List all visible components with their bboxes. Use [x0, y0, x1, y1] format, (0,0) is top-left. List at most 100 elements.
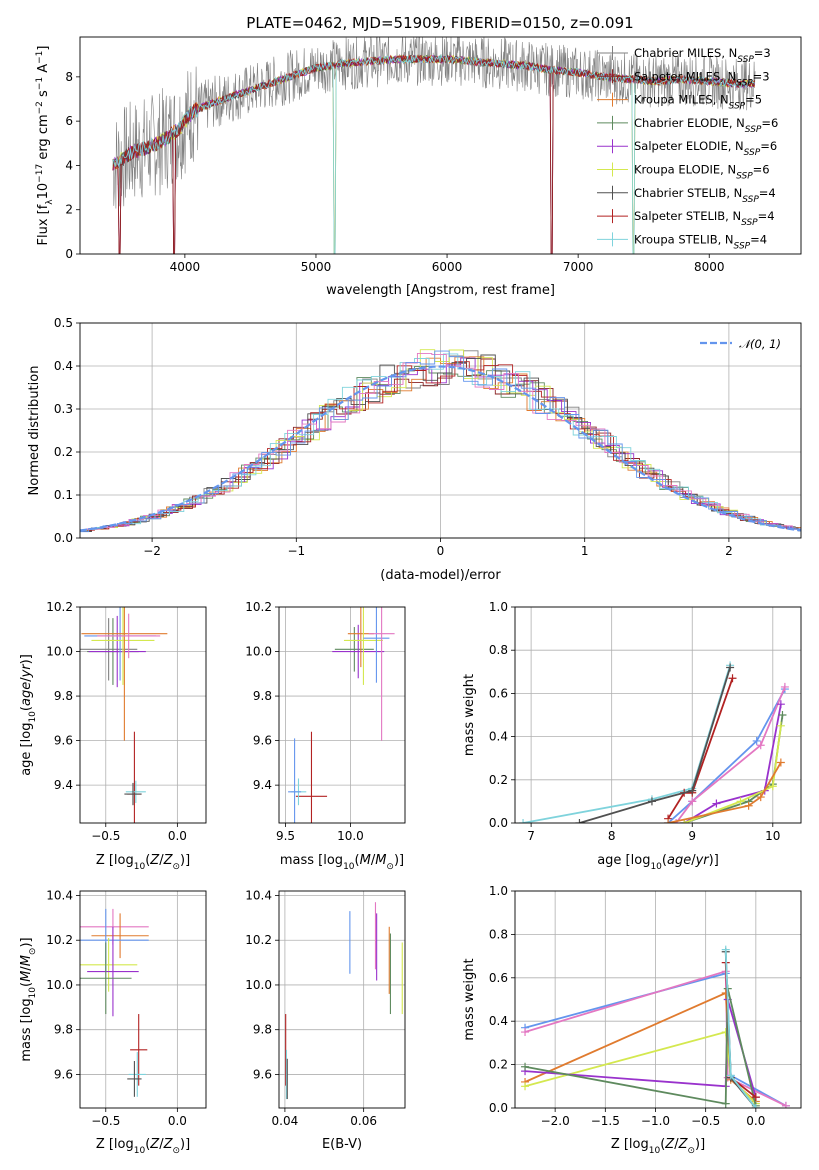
legend-label: Kroupa MILES, NSSP=5 — [634, 93, 762, 112]
weight-marker — [672, 819, 681, 823]
x-tick-label: 0.0 — [168, 829, 187, 843]
spectrum-plot: 4000 5000 6000 7000 8000 0 2 4 6 8 wavelength [Ang… — [35, 36, 802, 298]
x-tick-label: −0.5 — [91, 1114, 120, 1128]
x-tick-label: −0.5 — [691, 1114, 720, 1128]
mass-vs-metallicity-plot: −0.5 0.0 9.6 9.8 10.0 10.2 10.4 Z [log10(Z/Z⊙)]… — [19, 888, 207, 1156]
spectrum-line-kroupa-stelib — [112, 53, 755, 254]
x-tick-label: 6000 — [432, 260, 463, 274]
y-axis-label: mass weight — [462, 958, 477, 1040]
weight-marker — [726, 1071, 735, 1080]
y-axis-label: Flux [fλ10−17 erg cm−2 s−1 A−1] — [35, 46, 55, 246]
weight-marker — [756, 741, 765, 750]
y-tick-label: 0.6 — [489, 971, 508, 985]
y-tick-label: 10.4 — [245, 888, 272, 902]
weight-line — [667, 688, 786, 823]
age-vs-metallicity-plot: −0.5 0.0 9.4 9.6 9.8 10.0 10.2 Z [log10(Z/Z⊙)] a… — [19, 600, 207, 872]
figure-title: PLATE=0462, MJD=51909, FIBERID=0150, z=0… — [246, 14, 633, 32]
y-axis-label: Normed distribution — [27, 366, 42, 496]
y-tick-label: 10.0 — [245, 978, 272, 992]
weight-line — [579, 667, 731, 823]
y-tick-label: 6 — [65, 114, 73, 128]
x-axis-label: wavelength [Angstrom, rest frame] — [326, 283, 555, 298]
histogram-step — [80, 350, 801, 533]
weight-marker — [726, 663, 735, 672]
y-tick-label: 10.2 — [46, 933, 73, 947]
y-tick-label: 0.4 — [489, 1014, 508, 1028]
axes-frame — [79, 890, 207, 1109]
age-vs-mass-plot: 9.5 10.0 9.4 9.6 9.8 10.0 10.2 mass [log10(M/M⊙… — [245, 600, 406, 872]
plot-area — [112, 37, 756, 254]
weight-marker — [521, 1062, 530, 1071]
y-tick-label: 0.2 — [489, 773, 508, 787]
weight-marker — [778, 711, 787, 719]
weight-marker — [728, 674, 737, 683]
x-tick-label: 0.0 — [168, 1114, 187, 1128]
y-tick-label: 0.0 — [489, 1101, 508, 1115]
y-tick-label: 9.6 — [54, 1067, 73, 1081]
y-tick-label: 0.0 — [54, 531, 73, 545]
x-tick-label: −2.0 — [541, 1114, 570, 1128]
axes-frame — [514, 606, 802, 824]
legend-label: Salpeter MILES, NSSP=3 — [634, 69, 770, 88]
y-tick-label: 0.6 — [489, 686, 508, 700]
plot-area — [80, 908, 149, 1097]
x-axis-label: (data-model)/error — [380, 568, 501, 583]
x-tick-label: −1.5 — [591, 1114, 620, 1128]
weight-marker — [721, 1099, 730, 1108]
y-tick-label: 9.8 — [54, 1023, 73, 1037]
x-tick-label: −1.0 — [641, 1114, 670, 1128]
y-tick-label: 4 — [65, 158, 73, 172]
plot-area — [521, 945, 790, 1108]
x-tick-label: 0.0 — [746, 1114, 765, 1128]
y-axis-label: age [log10(age/yr)] — [19, 654, 38, 776]
plot-area — [288, 607, 395, 823]
weight-line — [524, 999, 757, 1098]
spectrum-line-salpeter-miles — [112, 54, 755, 254]
x-tick-label: 7 — [527, 829, 535, 843]
x-tick-label: 1 — [581, 544, 589, 558]
weight-marker — [688, 797, 697, 806]
axes-frame — [514, 890, 802, 1109]
y-axis-label: mass [log10(M/M⊙)] — [19, 937, 38, 1061]
x-tick-label: 9 — [688, 829, 696, 843]
weight-line — [667, 678, 734, 820]
y-tick-label: 1.0 — [489, 884, 508, 898]
mass-weight-vs-metallicity-plot: −2.0 −1.5 −1.0 −0.5 0.0 0.0 0.2 0.4 0.6 0.8 1.0 Z [… — [462, 884, 802, 1156]
y-tick-label: 10.4 — [46, 888, 73, 902]
y-tick-label: 0.8 — [489, 927, 508, 941]
weight-marker — [756, 793, 765, 802]
legend-label: Salpeter ELODIE, NSSP=6 — [634, 139, 777, 158]
weight-marker — [519, 819, 528, 823]
mass-vs-reddening-plot: 0.04 0.06 9.6 9.8 10.0 10.2 10.4 E(B-V) — [245, 888, 406, 1152]
plot-area — [80, 607, 168, 823]
legend-label: 𝒩(0, 1) — [739, 337, 781, 351]
y-tick-label: 8 — [65, 70, 73, 84]
plot-area — [80, 349, 801, 533]
y-tick-label: 9.8 — [253, 1023, 272, 1037]
weight-line — [524, 988, 757, 1107]
y-axis-label: mass weight — [462, 674, 477, 756]
x-axis-label: Z [log10(Z/Z⊙)] — [96, 853, 190, 872]
y-tick-label: 10.2 — [46, 600, 73, 614]
weight-marker — [664, 819, 673, 823]
weight-marker — [776, 758, 785, 767]
legend-label: Kroupa ELODIE, NSSP=6 — [634, 163, 770, 182]
weight-marker — [768, 782, 777, 791]
y-tick-label: 0 — [65, 247, 73, 261]
histogram-step — [82, 366, 801, 531]
y-tick-label: 10.0 — [245, 645, 272, 659]
legend: Chabrier MILES, NSSP=3 Salpeter MILES, NS… — [597, 46, 778, 251]
y-tick-label: 10.2 — [245, 933, 272, 947]
y-tick-label: 9.8 — [54, 689, 73, 703]
x-tick-label: 0 — [437, 544, 445, 558]
y-tick-label: 0.4 — [489, 730, 508, 744]
y-tick-label: 9.4 — [54, 778, 73, 792]
y-tick-label: 9.4 — [253, 778, 272, 792]
weight-marker — [744, 801, 753, 810]
y-tick-label: 9.8 — [253, 689, 272, 703]
weight-marker — [736, 797, 745, 806]
plot-area — [519, 661, 789, 823]
weight-marker — [721, 945, 730, 954]
x-tick-label: −0.5 — [91, 829, 120, 843]
legend-label: Chabrier ELODIE, NSSP=6 — [634, 116, 778, 135]
